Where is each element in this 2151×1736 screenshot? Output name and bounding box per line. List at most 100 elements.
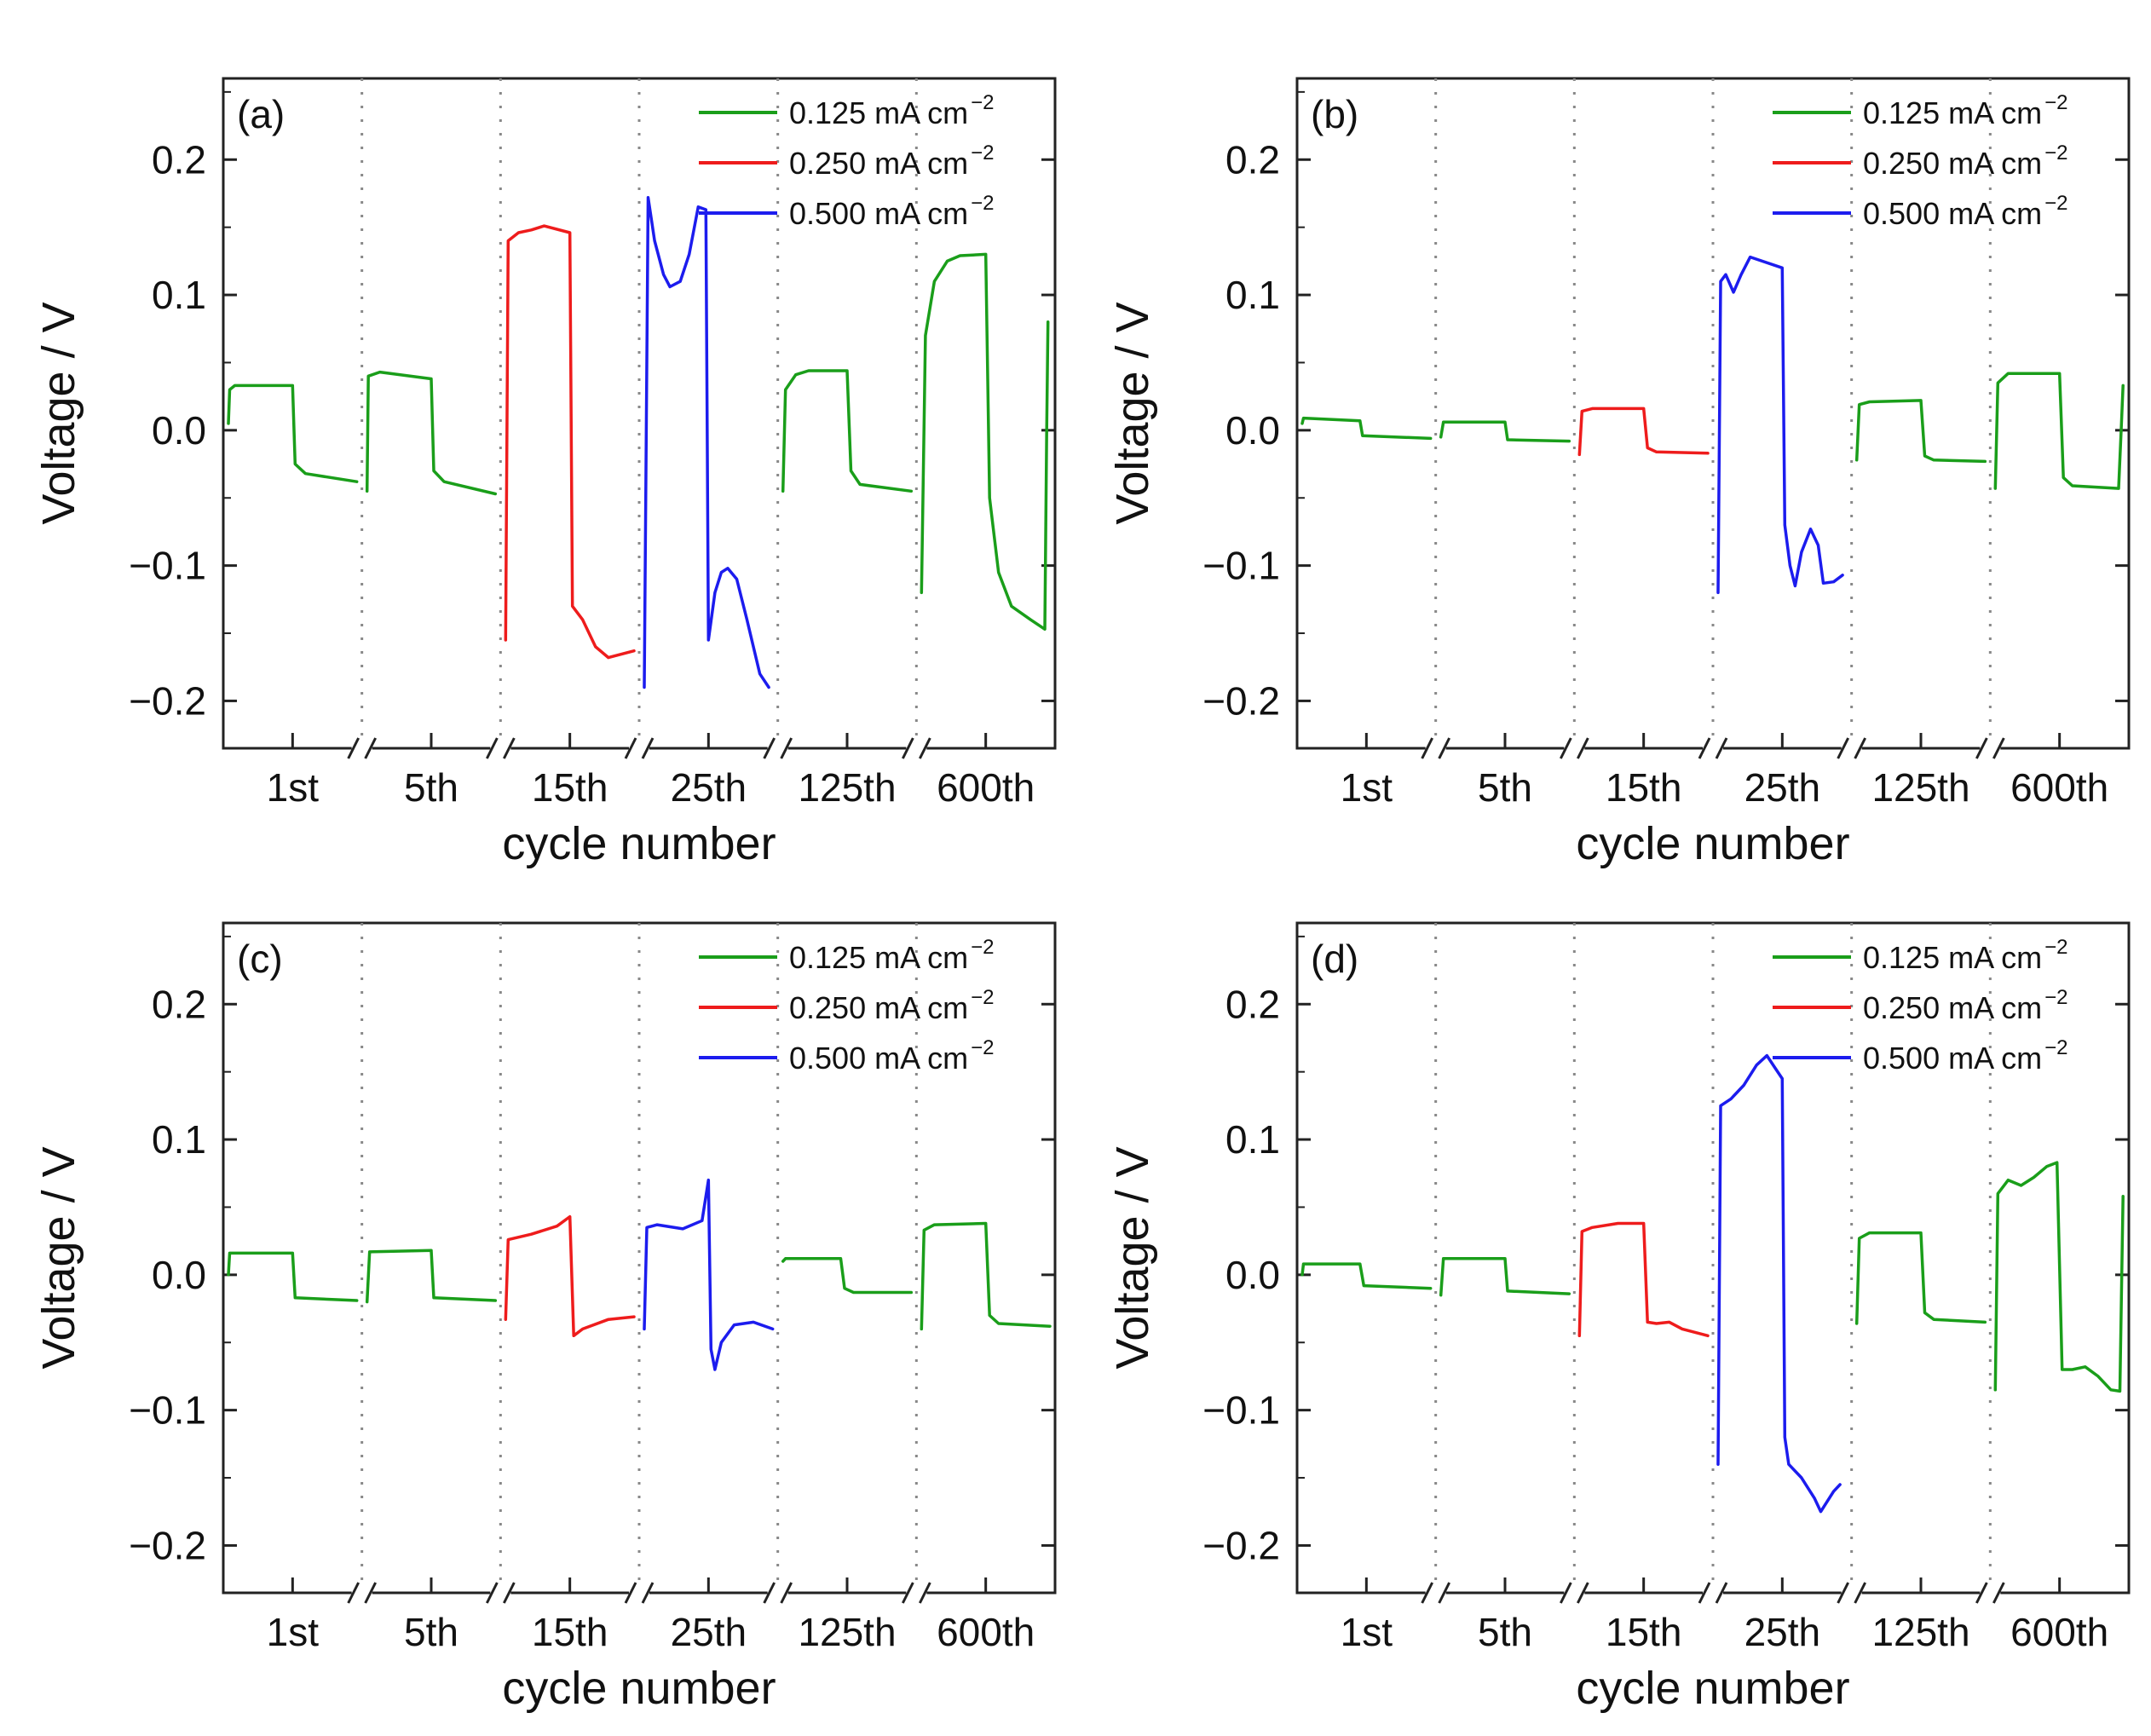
axis-break-slash: [364, 1582, 378, 1604]
series-line-15th: [1577, 407, 1710, 457]
legend-item: 0.125 mA cm −2: [699, 936, 994, 975]
legend-label: 0.250 mA cm: [1863, 146, 2042, 181]
y-tick-label: −0.2: [1202, 1523, 1280, 1567]
series-line-1st: [227, 1251, 359, 1302]
legend-label-superscript: −2: [2044, 141, 2067, 164]
series-line-1st: [227, 384, 359, 483]
series-line-600th: [1993, 372, 2125, 490]
y-tick-label: 0.1: [1225, 1117, 1280, 1162]
series-line-600th: [920, 1221, 1052, 1331]
axis-break-icon: [624, 1582, 655, 1604]
y-tick-label: 0.2: [152, 137, 206, 182]
axis-break-slash: [347, 1582, 360, 1604]
legend-item: 0.125 mA cm −2: [1773, 91, 2067, 130]
legend-label: 0.500 mA cm: [789, 1041, 968, 1076]
axis-break-icon: [1975, 737, 2005, 759]
legend-label: 0.125 mA cm: [789, 940, 968, 975]
axis-break-slash: [780, 1582, 793, 1604]
x-tick-label: 1st: [1341, 765, 1393, 810]
legend-item: 0.250 mA cm −2: [1773, 986, 2067, 1025]
series-line-5th: [365, 1249, 498, 1304]
series-line-15th: [504, 1214, 636, 1338]
axis-break-slash: [1992, 1582, 2005, 1604]
axis-break-slash: [1576, 737, 1589, 759]
axis-break-slash: [347, 737, 360, 759]
x-tick-label: 15th: [1606, 1610, 1682, 1654]
y-tick-label: −0.2: [1202, 678, 1280, 723]
axis-break-slash: [763, 1582, 776, 1604]
x-tick-label: 125th: [1871, 765, 1969, 810]
axis-break-slash: [1715, 737, 1728, 759]
axis-break-slash: [641, 1582, 655, 1604]
axis-break-slash: [918, 1582, 931, 1604]
axis-break-gap: [490, 1586, 511, 1600]
x-tick-label: 5th: [1478, 1610, 1532, 1654]
series-line-15th: [504, 224, 636, 660]
x-tick-label: 25th: [671, 1610, 747, 1654]
series-line-25th: [643, 195, 770, 689]
series-line-125th: [781, 1257, 914, 1295]
axis-break-slash: [1438, 1582, 1451, 1604]
x-tick-label: 15th: [532, 765, 608, 810]
x-axis-label: cycle number: [502, 1663, 776, 1714]
x-tick-label: 25th: [671, 765, 747, 810]
legend-label-superscript: −2: [2044, 192, 2067, 215]
axis-break-icon: [347, 1582, 378, 1604]
axis-break-icon: [1975, 1582, 2005, 1604]
x-tick-label: 600th: [2010, 765, 2108, 810]
axis-break-icon: [347, 737, 378, 759]
legend-item: 0.250 mA cm −2: [699, 986, 994, 1025]
axis-break-icon: [901, 1582, 931, 1604]
axis-break-slash: [1715, 1582, 1728, 1604]
y-axis-label: Voltage / V: [33, 1146, 84, 1369]
axis-break-icon: [1837, 1582, 1867, 1604]
x-tick-label: 600th: [937, 1610, 1035, 1654]
axis-break-gap: [1980, 1586, 2001, 1600]
y-tick-label: 0.1: [152, 273, 206, 317]
axis-break-gap: [1703, 741, 1723, 755]
x-tick-label: 1st: [1341, 1610, 1393, 1654]
series-line-1st: [1300, 416, 1433, 441]
series-line-1st: [1300, 1262, 1433, 1290]
axis-break-slash: [1698, 1582, 1711, 1604]
axis-break-gap: [1425, 1586, 1446, 1600]
x-axis-label: cycle number: [1576, 1663, 1849, 1714]
axis-break-icon: [901, 737, 931, 759]
series-line-25th: [643, 1178, 775, 1371]
axis-break-gap: [1425, 741, 1446, 755]
axis-break-gap: [906, 1586, 927, 1600]
axis-break-gap: [906, 741, 927, 755]
x-tick-label: 5th: [1478, 765, 1532, 810]
axis-break-slash: [624, 737, 637, 759]
x-tick-label: 15th: [1606, 765, 1682, 810]
legend-item: 0.500 mA cm −2: [1773, 1036, 2067, 1076]
panel-1: 0.2 0.1 0.0 −0.1 −0.2 1st 5th 15th 25th 125th 600t…: [33, 77, 1057, 869]
x-tick-label: 5th: [404, 765, 458, 810]
axis-break-slash: [901, 1582, 914, 1604]
legend-label: 0.500 mA cm: [1863, 1041, 2042, 1076]
axis-break-icon: [1421, 1582, 1451, 1604]
axis-break-slash: [1837, 1582, 1850, 1604]
panel-4: 0.2 0.1 0.0 −0.1 −0.2 1st 5th 15th 25th 125th 600t…: [1107, 921, 2131, 1714]
series-line-5th: [365, 370, 498, 496]
axis-break-icon: [485, 1582, 516, 1604]
series-line-25th: [1716, 1053, 1842, 1514]
axis-break-slash: [1837, 737, 1850, 759]
axis-break-slash: [641, 737, 655, 759]
legend-item: 0.500 mA cm −2: [699, 192, 994, 231]
x-tick-label: 25th: [1744, 765, 1821, 810]
legend-label: 0.125 mA cm: [1863, 95, 2042, 130]
axis-break-slash: [1975, 1582, 1988, 1604]
x-axis-label: cycle number: [1576, 818, 1849, 869]
series-line-25th: [1716, 255, 1844, 595]
y-tick-label: −0.1: [129, 544, 206, 588]
legend-label: 0.250 mA cm: [789, 146, 968, 181]
x-tick-label: 125th: [798, 1610, 896, 1654]
y-tick-label: 0.0: [1225, 1253, 1280, 1297]
legend-label-superscript: −2: [971, 936, 994, 959]
axis-break-slash: [1576, 1582, 1589, 1604]
axis-break-icon: [1559, 737, 1589, 759]
y-axis-label: Voltage / V: [1107, 302, 1158, 524]
panel-2: 0.2 0.1 0.0 −0.1 −0.2 1st 5th 15th 25th 125th 600t…: [1107, 77, 2131, 869]
